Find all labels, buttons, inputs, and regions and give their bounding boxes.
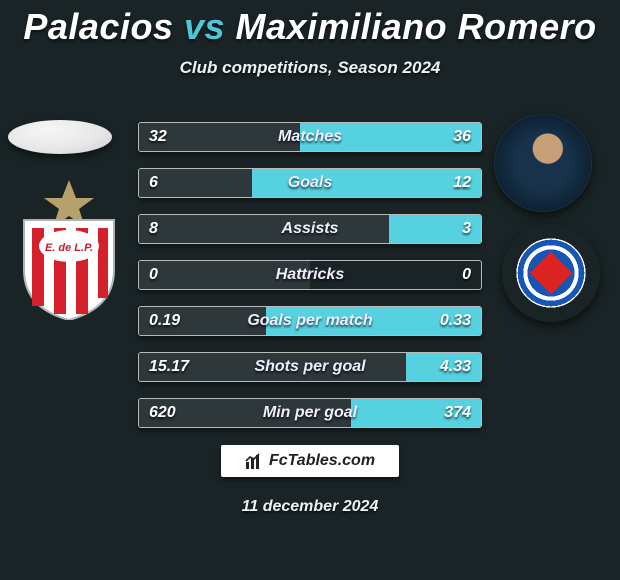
stat-row: 620374Min per goal: [138, 398, 482, 428]
metric-label: Goals: [139, 169, 481, 197]
metric-label: Matches: [139, 123, 481, 151]
stat-row: 83Assists: [138, 214, 482, 244]
player2-club-crest: [502, 224, 600, 322]
stats-bar-chart: 3236Matches 612Goals 83Assists 00Hattricks 0…: [138, 122, 482, 444]
stat-row: 0.190.33Goals per match: [138, 306, 482, 336]
vs-label: vs: [184, 6, 225, 47]
comparison-title: Palacios vs Maximiliano Romero: [0, 0, 620, 48]
player1-name: Palacios: [23, 6, 173, 47]
metric-label: Min per goal: [139, 399, 481, 427]
brand-text: FcTables.com: [269, 452, 375, 470]
stat-row: 15.174.33Shots per goal: [138, 352, 482, 382]
player2-name: Maximiliano Romero: [236, 6, 597, 47]
chart-icon: [245, 452, 263, 470]
generation-date: 11 december 2024: [0, 498, 620, 516]
brand-badge: FcTables.com: [221, 445, 399, 477]
player1-photo: [8, 120, 112, 154]
metric-label: Assists: [139, 215, 481, 243]
svg-text:E. de L.P.: E. de L.P.: [45, 242, 93, 254]
stat-row: 00Hattricks: [138, 260, 482, 290]
metric-label: Goals per match: [139, 307, 481, 335]
season-subtitle: Club competitions, Season 2024: [0, 58, 620, 78]
player1-club-crest: E. de L.P.: [18, 180, 120, 320]
metric-label: Shots per goal: [139, 353, 481, 381]
player2-photo: [494, 114, 592, 212]
stat-row: 612Goals: [138, 168, 482, 198]
metric-label: Hattricks: [139, 261, 481, 289]
stat-row: 3236Matches: [138, 122, 482, 152]
